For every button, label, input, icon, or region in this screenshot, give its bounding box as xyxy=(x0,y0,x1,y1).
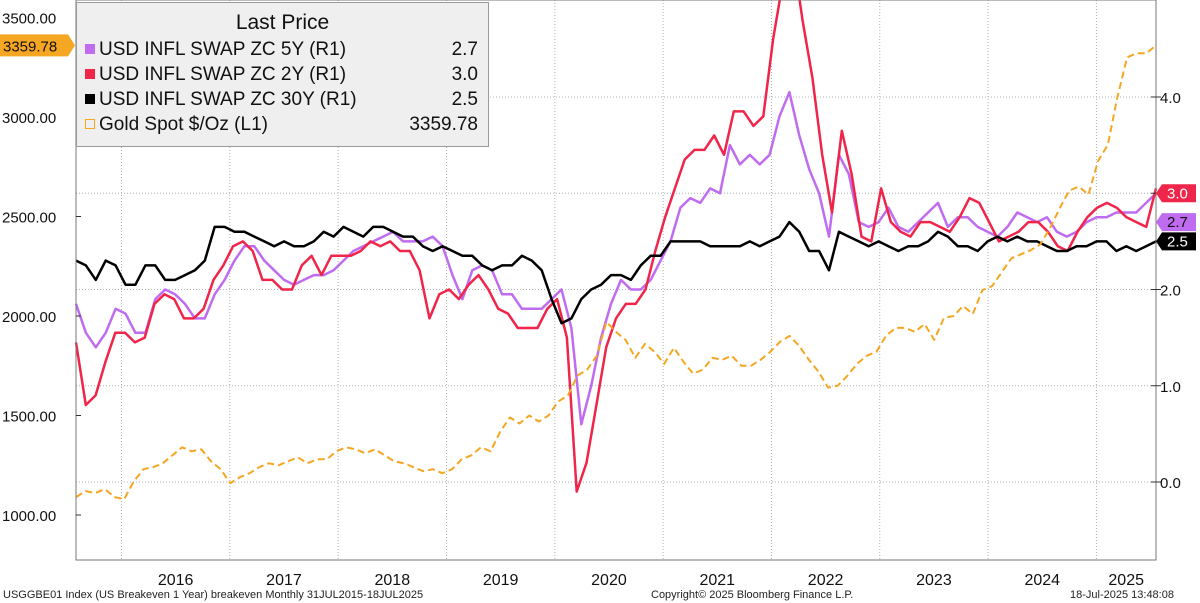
legend-value-5y: 2.7 xyxy=(451,39,478,60)
legend-swatch-30y xyxy=(85,94,95,104)
legend: Last Price USD INFL SWAP ZC 5Y (R1) 2.7 U… xyxy=(76,2,489,147)
legend-title: Last Price xyxy=(235,11,330,34)
year-label: 2019 xyxy=(483,572,519,589)
right-value-tag: 2.7 xyxy=(1156,213,1196,232)
legend-value-30y: 2.5 xyxy=(451,89,478,110)
year-label: 2024 xyxy=(1024,572,1060,589)
left-tick-label: 2000.00 xyxy=(2,309,56,326)
right-value-tag-text: 2.7 xyxy=(1167,214,1188,231)
footer-timestamp: 18-Jul-2025 13:48:08 xyxy=(1070,589,1174,601)
year-label: 2017 xyxy=(266,572,302,589)
right-tick-label: 1.0 xyxy=(1160,379,1181,396)
left-tick-label: 1500.00 xyxy=(2,409,56,426)
legend-value-2y: 3.0 xyxy=(451,64,478,85)
legend-label-gold: Gold Spot $/Oz (L1) xyxy=(99,114,268,135)
year-label: 2023 xyxy=(916,572,952,589)
legend-swatch-2y xyxy=(85,69,95,79)
legend-value-gold: 3359.78 xyxy=(409,114,478,135)
left-value-tag-text: 3359.78 xyxy=(3,38,57,55)
year-label: 2021 xyxy=(699,572,735,589)
legend-item-gold: Gold Spot $/Oz (L1) 3359.78 xyxy=(85,114,480,138)
legend-item-5y: USD INFL SWAP ZC 5Y (R1) 2.7 xyxy=(85,39,480,63)
year-label: 2018 xyxy=(375,572,411,589)
year-label: 2025 xyxy=(1108,572,1144,589)
left-tick-label: 3500.00 xyxy=(2,11,56,28)
series-line-usd-infl-swap-zc-2y xyxy=(74,0,1158,493)
legend-swatch-5y xyxy=(85,44,95,54)
plot-frame xyxy=(75,0,1157,561)
legend-label-2y: USD INFL SWAP ZC 2Y (R1) xyxy=(99,64,347,85)
legend-label-30y: USD INFL SWAP ZC 30Y (R1) xyxy=(99,89,357,110)
right-tick-label: 2.0 xyxy=(1160,283,1181,300)
left-tick-label: 2500.00 xyxy=(2,210,56,227)
axes-layer: 3500.00 3000.00 2500.00 2000.00 1500.00 1000.… xyxy=(0,0,1196,589)
legend-item-30y: USD INFL SWAP ZC 30Y (R1) 2.5 xyxy=(85,89,480,113)
legend-item-2y: USD INFL SWAP ZC 2Y (R1) 3.0 xyxy=(85,64,480,88)
right-value-tag-bg xyxy=(1156,213,1196,232)
series-line-gold-spot-oz xyxy=(75,44,1157,501)
footer-copyright: Copyright© 2025 Bloomberg Finance L.P. xyxy=(651,589,854,601)
right-value-tag-bg xyxy=(1156,184,1196,203)
left-tick-label: 1000.00 xyxy=(2,508,56,525)
right-value-tag-text: 2.5 xyxy=(1167,233,1188,250)
left-value-tag-bg xyxy=(0,34,75,57)
series-line-usd-infl-swap-zc-30y xyxy=(75,220,1157,325)
right-value-tag: 3.0 xyxy=(1156,184,1196,203)
right-value-tag-text: 3.0 xyxy=(1167,185,1188,202)
left-tick-label: 3000.00 xyxy=(2,110,56,127)
year-label: 2022 xyxy=(808,572,844,589)
left-value-tag: 3359.78 xyxy=(0,34,75,57)
series-line-usd-infl-swap-zc-5y xyxy=(74,90,1157,426)
right-value-tag: 2.5 xyxy=(1156,232,1196,251)
right-tick-label: 0.0 xyxy=(1160,475,1181,492)
year-label: 2016 xyxy=(158,572,194,589)
series-layer xyxy=(74,0,1158,501)
right-value-tag-bg xyxy=(1156,232,1196,251)
footer-source: USGGBE01 Index (US Breakeven 1 Year) bre… xyxy=(3,589,424,601)
right-tick-label: 4.0 xyxy=(1160,90,1181,107)
year-label: 2020 xyxy=(591,572,627,589)
legend-swatch-gold xyxy=(85,119,95,129)
legend-label-5y: USD INFL SWAP ZC 5Y (R1) xyxy=(99,39,347,60)
